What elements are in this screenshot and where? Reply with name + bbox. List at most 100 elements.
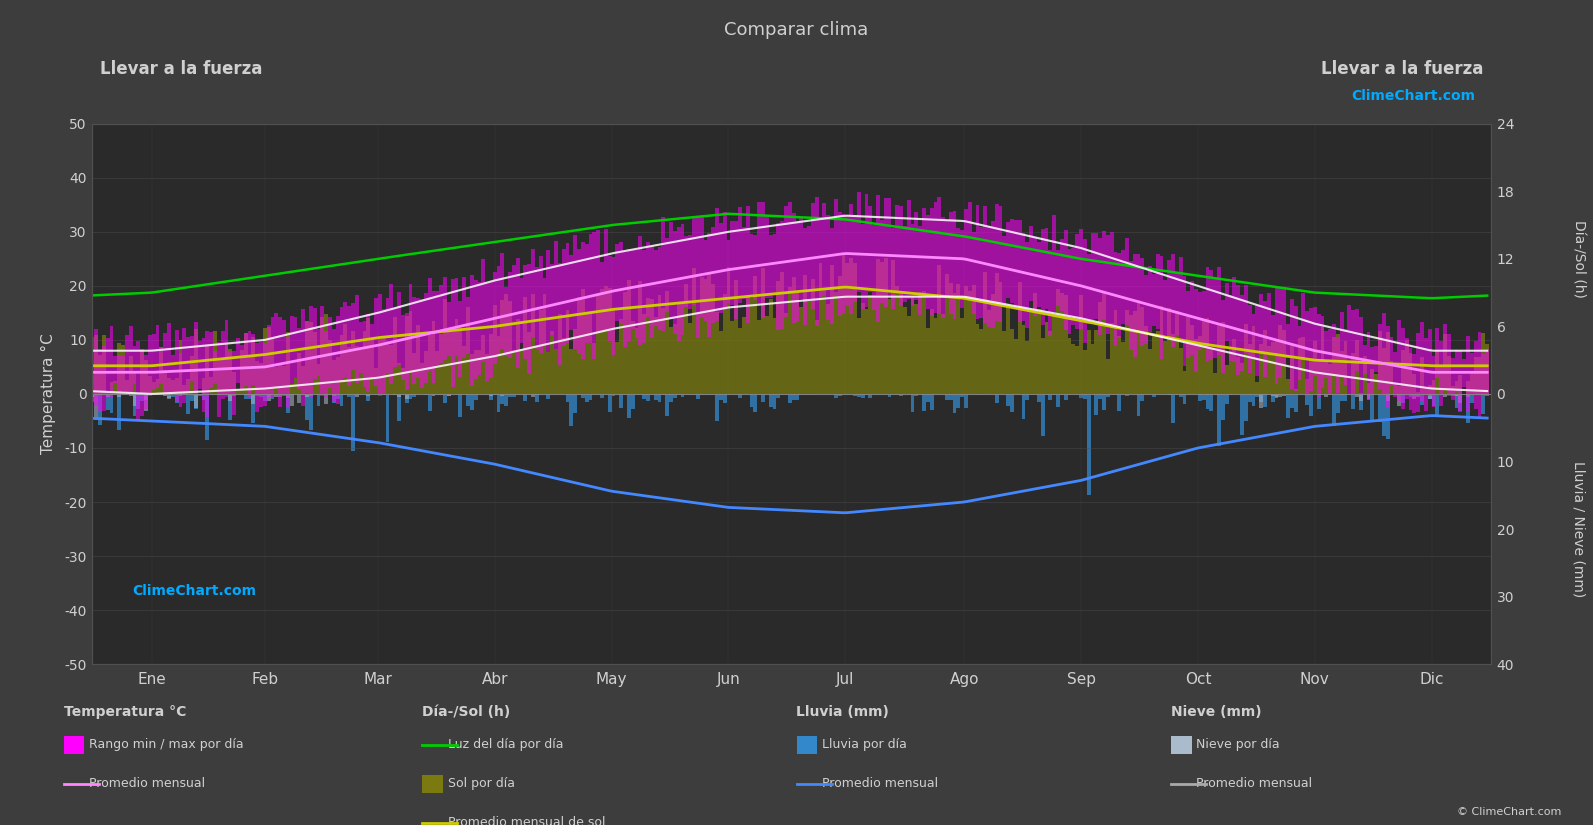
- Bar: [677, 227, 680, 342]
- Bar: [508, 301, 511, 394]
- Bar: [148, 376, 151, 394]
- Bar: [814, 320, 819, 394]
- Bar: [1294, 305, 1298, 391]
- Bar: [1094, 394, 1098, 416]
- Bar: [933, 202, 937, 314]
- Bar: [988, 309, 991, 394]
- Bar: [137, 341, 140, 420]
- Bar: [320, 306, 325, 395]
- Bar: [589, 394, 593, 399]
- Bar: [1136, 300, 1141, 394]
- Bar: [94, 335, 99, 394]
- Bar: [569, 255, 573, 330]
- Bar: [290, 394, 293, 406]
- Bar: [994, 204, 999, 321]
- Bar: [1086, 330, 1091, 394]
- Bar: [1400, 328, 1405, 409]
- Bar: [285, 394, 290, 413]
- Bar: [1321, 328, 1324, 394]
- Bar: [1214, 373, 1217, 394]
- Bar: [416, 298, 421, 379]
- Bar: [1086, 254, 1091, 324]
- Bar: [1098, 302, 1102, 394]
- Bar: [530, 294, 535, 394]
- Bar: [167, 379, 170, 394]
- Bar: [1220, 323, 1225, 394]
- Bar: [601, 262, 604, 331]
- Bar: [879, 262, 884, 394]
- Bar: [140, 394, 143, 401]
- Bar: [945, 220, 949, 295]
- Bar: [451, 280, 454, 387]
- Bar: [1015, 338, 1018, 394]
- Bar: [1317, 360, 1321, 394]
- Text: Lluvia por día: Lluvia por día: [822, 738, 906, 752]
- Bar: [94, 394, 99, 420]
- Bar: [1094, 330, 1098, 394]
- Text: ClimeChart.com: ClimeChart.com: [1351, 89, 1475, 103]
- Bar: [306, 394, 309, 397]
- Bar: [1459, 351, 1462, 412]
- Bar: [1432, 380, 1435, 394]
- Bar: [1228, 394, 1233, 395]
- Bar: [1394, 351, 1397, 398]
- Bar: [366, 394, 370, 401]
- Bar: [298, 394, 301, 403]
- Bar: [1048, 394, 1053, 399]
- Bar: [653, 249, 658, 326]
- Bar: [983, 271, 988, 394]
- Bar: [221, 331, 225, 399]
- Bar: [906, 200, 911, 299]
- Bar: [535, 267, 538, 349]
- Bar: [852, 263, 857, 394]
- Bar: [1443, 334, 1446, 394]
- Bar: [1470, 394, 1474, 403]
- Bar: [666, 290, 669, 394]
- Bar: [1397, 386, 1400, 394]
- Bar: [715, 312, 718, 394]
- Bar: [382, 309, 386, 394]
- Bar: [1286, 394, 1290, 418]
- Bar: [593, 342, 596, 394]
- Bar: [1305, 394, 1309, 405]
- Bar: [1394, 384, 1397, 394]
- Text: Llevar a la fuerza: Llevar a la fuerza: [100, 60, 263, 78]
- Bar: [1386, 394, 1389, 439]
- Bar: [99, 349, 102, 412]
- Bar: [937, 197, 941, 314]
- Bar: [811, 203, 814, 309]
- Bar: [443, 277, 448, 360]
- Bar: [1386, 326, 1389, 408]
- Bar: [1160, 256, 1163, 359]
- Bar: [969, 202, 972, 299]
- Bar: [1037, 394, 1040, 402]
- Bar: [949, 394, 953, 399]
- Bar: [1040, 394, 1045, 436]
- Bar: [363, 321, 366, 387]
- Bar: [1317, 314, 1321, 397]
- Bar: [1408, 353, 1413, 394]
- Bar: [366, 318, 370, 394]
- Bar: [969, 291, 972, 394]
- Bar: [156, 380, 159, 394]
- Bar: [1075, 234, 1078, 329]
- Bar: [647, 394, 650, 401]
- Bar: [1195, 289, 1198, 372]
- Bar: [175, 379, 178, 394]
- Text: Lluvia / Nieve (mm): Lluvia / Nieve (mm): [1572, 461, 1585, 597]
- Bar: [773, 234, 776, 294]
- Bar: [887, 394, 892, 397]
- Bar: [1067, 248, 1072, 333]
- Bar: [661, 217, 666, 331]
- Bar: [1220, 394, 1225, 420]
- Bar: [696, 218, 699, 338]
- Bar: [1400, 394, 1405, 403]
- Bar: [1413, 394, 1416, 399]
- Bar: [151, 382, 156, 394]
- Bar: [1125, 238, 1129, 325]
- Bar: [658, 247, 661, 330]
- Bar: [623, 251, 628, 347]
- Bar: [581, 289, 585, 394]
- Bar: [1329, 364, 1332, 394]
- Bar: [1007, 222, 1010, 298]
